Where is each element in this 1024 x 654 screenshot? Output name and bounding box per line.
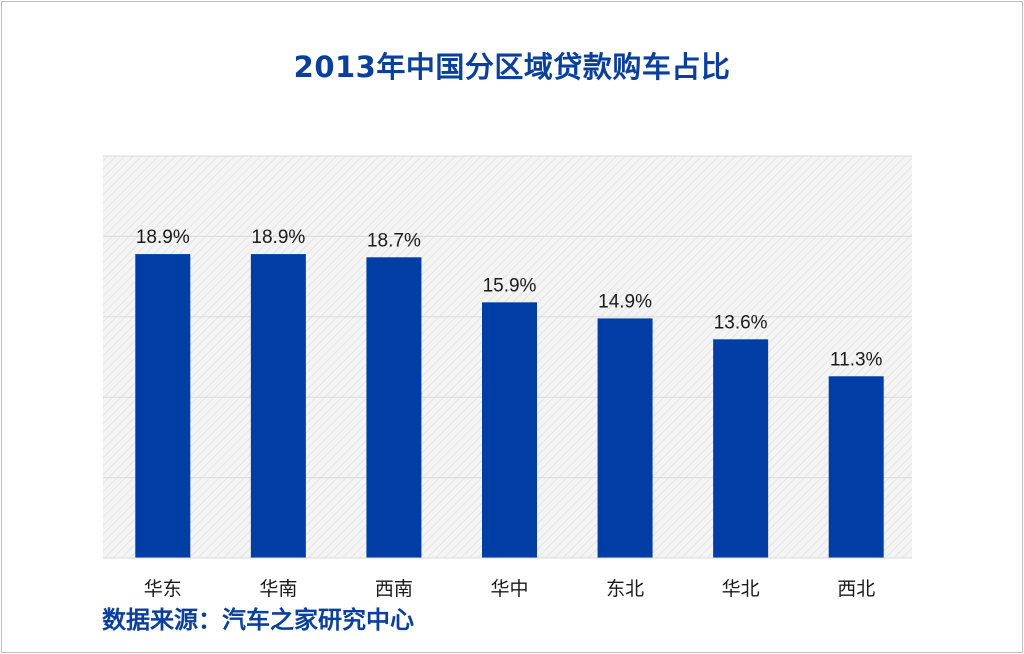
- x-tick-label-6: 华北: [722, 578, 760, 600]
- bars: [135, 254, 884, 558]
- data-label-5: 14.9%: [598, 291, 652, 312]
- bar-6: [713, 339, 769, 558]
- bar-4: [482, 302, 537, 558]
- data-labels: 18.9% 18.9% 18.7% 15.9% 14.9% 13.6% 11.3%: [136, 227, 883, 370]
- x-tick-label-1: 华东: [144, 578, 182, 600]
- x-tick-label-4: 华中: [490, 578, 528, 600]
- x-tick-label-2: 华南: [259, 578, 297, 600]
- bar-5: [597, 318, 653, 558]
- x-tick-label-3: 西南: [375, 578, 413, 600]
- chart-title: 2013年中国分区域贷款购车占比: [293, 50, 731, 84]
- bar-7: [828, 376, 884, 558]
- data-label-2: 18.9%: [251, 227, 305, 248]
- data-source-note: 数据来源：汽车之家研究中心: [102, 606, 414, 634]
- bar-1: [135, 254, 191, 558]
- bar-2: [250, 254, 306, 558]
- x-tick-label-7: 西北: [837, 578, 875, 600]
- data-label-7: 11.3%: [830, 349, 883, 370]
- data-label-4: 15.9%: [483, 275, 537, 296]
- x-tick-label-5: 东北: [606, 578, 644, 600]
- x-axis-ticks: 华东 华南 西南 华中 东北 华北 西北: [144, 578, 875, 600]
- data-label-6: 13.6%: [714, 312, 768, 333]
- data-label-1: 18.9%: [136, 227, 190, 248]
- data-label-3: 18.7%: [367, 230, 421, 251]
- bar-3: [366, 257, 422, 558]
